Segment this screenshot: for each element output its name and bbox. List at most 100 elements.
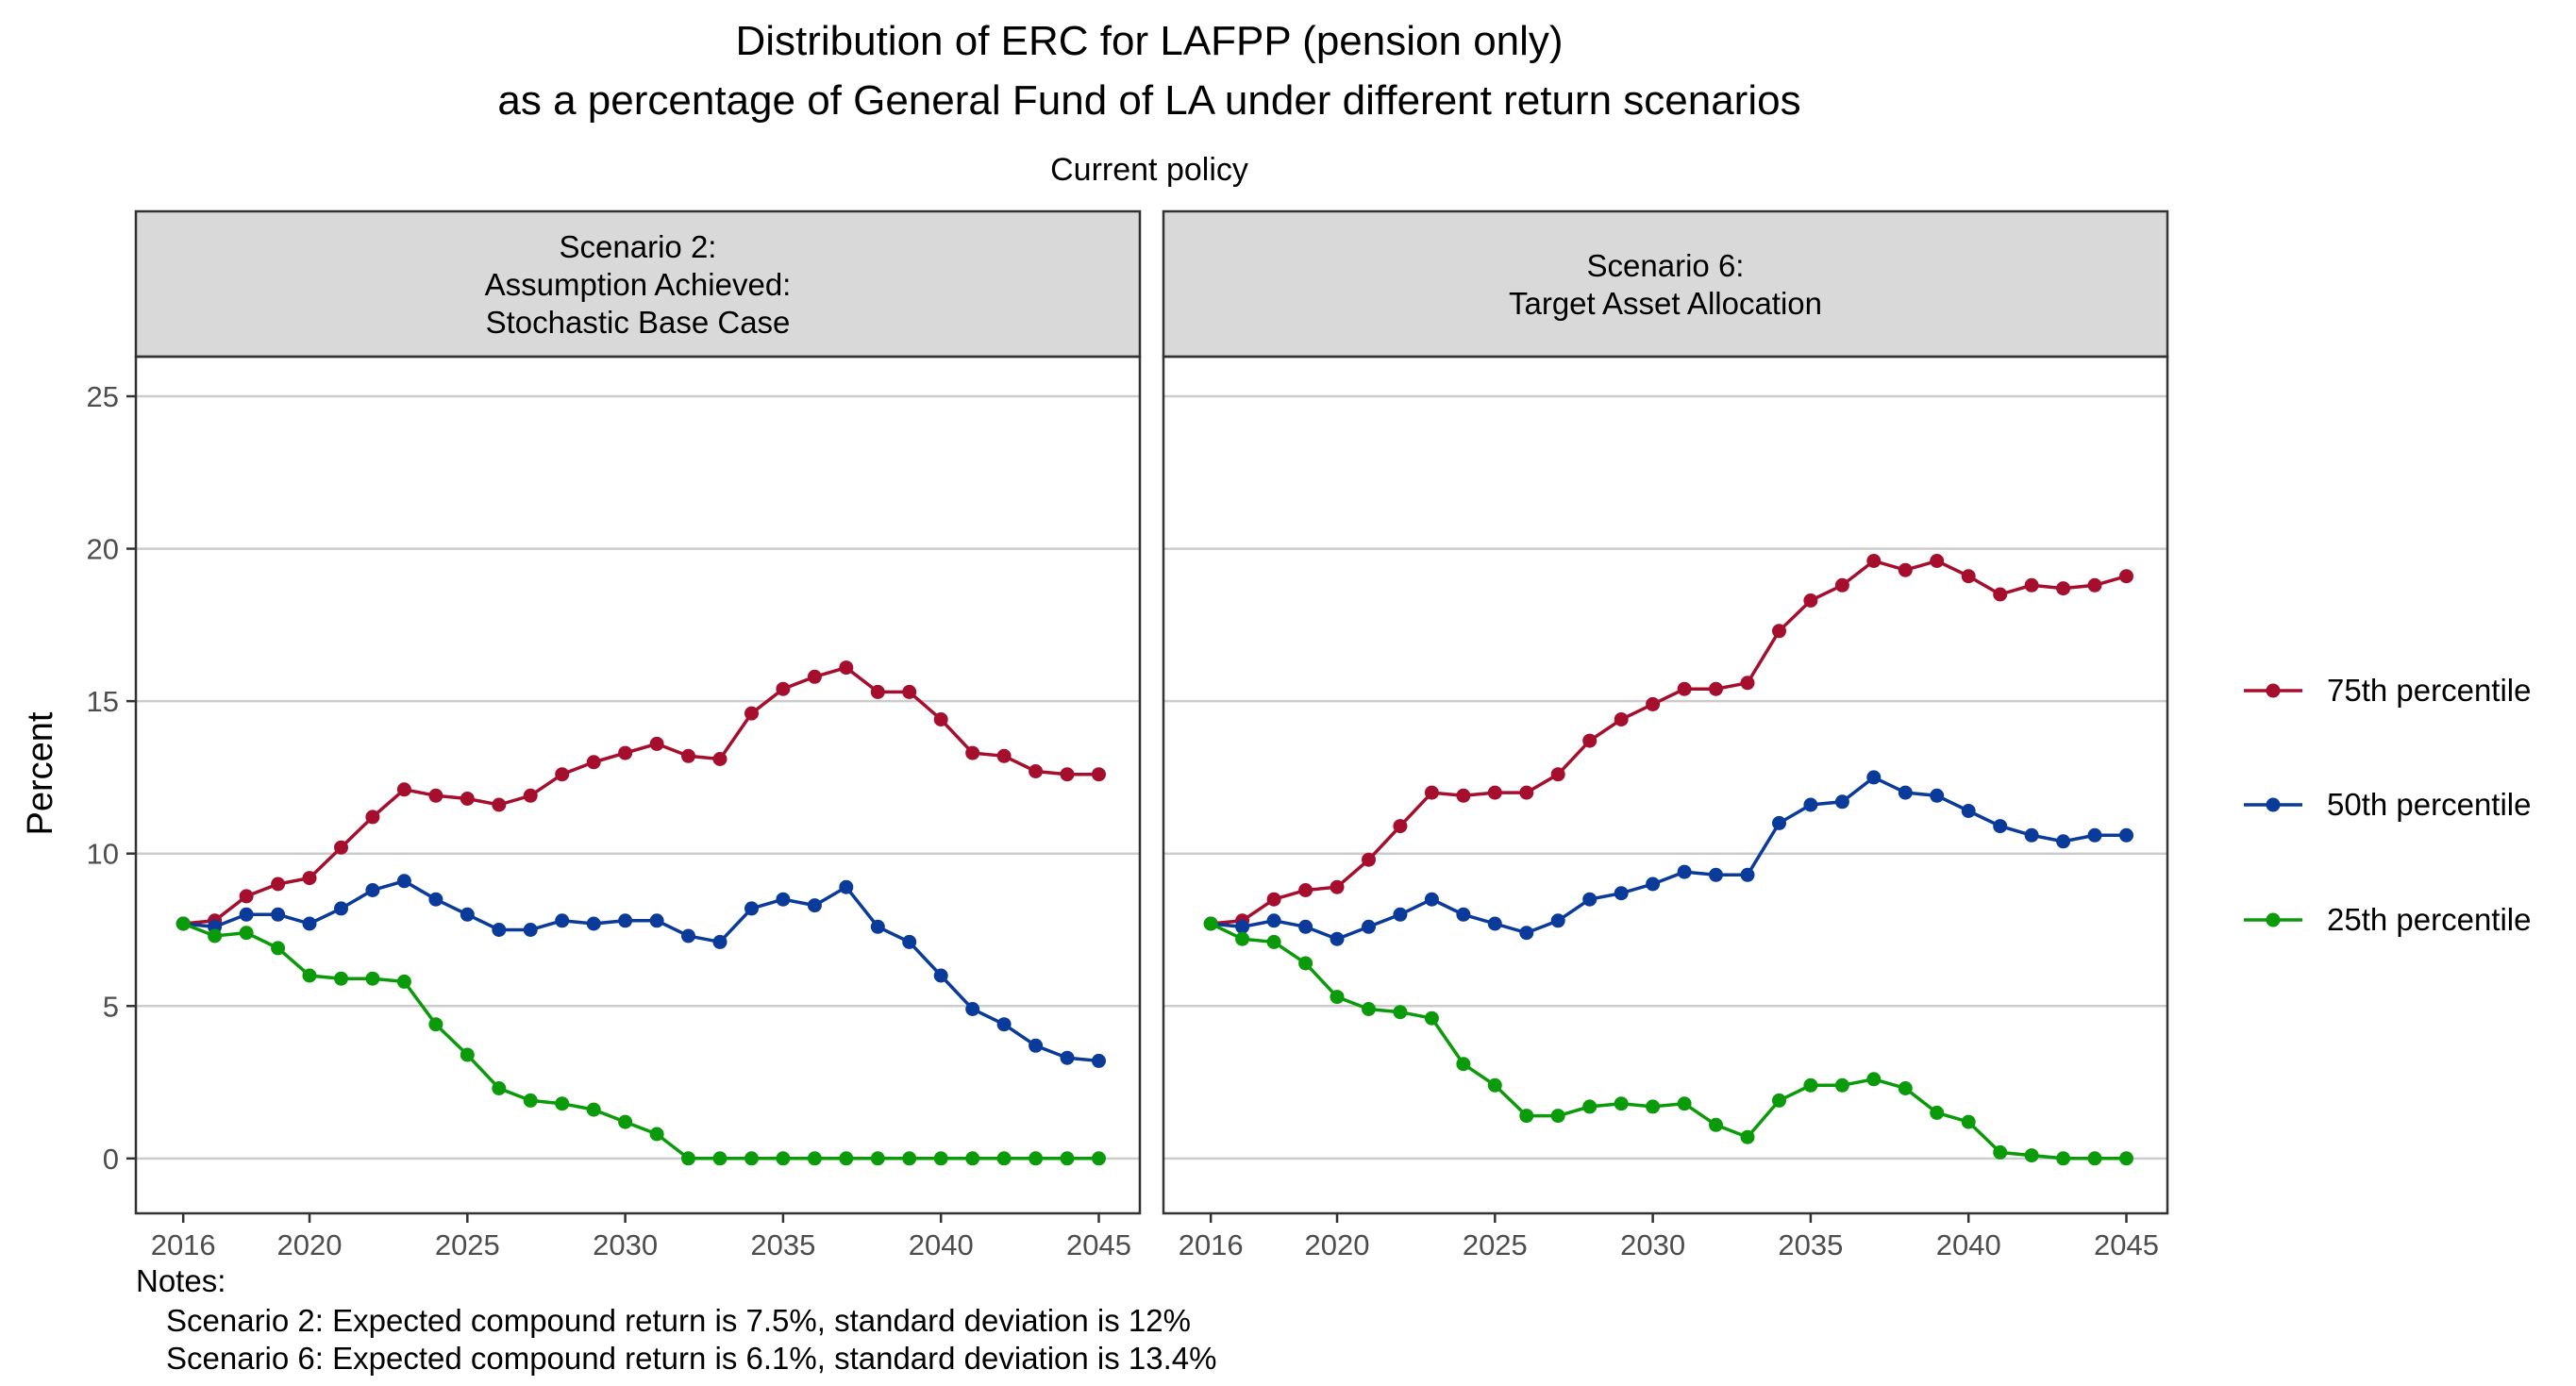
- facet-strip-label: Target Asset Allocation: [1509, 286, 1822, 321]
- data-point-p25: [1266, 934, 1281, 949]
- x-tick-label: 2016: [1179, 1228, 1244, 1261]
- data-point-p75: [2087, 577, 2102, 593]
- data-point-p75: [1266, 892, 1281, 907]
- x-tick-label: 2025: [1463, 1228, 1528, 1261]
- data-point-p75: [1866, 554, 1882, 568]
- legend-label: 75th percentile: [2327, 673, 2531, 708]
- facet-strip-label: Assumption Achieved:: [485, 267, 792, 302]
- data-point-p75: [271, 877, 286, 892]
- facet-strip-bg: [1162, 209, 2169, 359]
- data-point-p75: [1740, 676, 1755, 691]
- data-point-p25: [2056, 1151, 2071, 1166]
- facet-strip-label: Stochastic Base Case: [486, 305, 791, 340]
- data-point-p25: [1898, 1081, 1913, 1095]
- legend-swatch-point: [2266, 683, 2281, 698]
- data-point-p50: [302, 916, 317, 931]
- data-point-p75: [239, 889, 254, 904]
- data-point-p75: [1362, 852, 1376, 867]
- data-point-p75: [1898, 562, 1913, 577]
- data-point-p50: [492, 923, 507, 937]
- data-point-p25: [1203, 916, 1218, 931]
- data-point-p25: [1646, 1099, 1661, 1114]
- data-point-p50: [2056, 834, 2071, 849]
- data-point-p50: [933, 968, 948, 983]
- notes: Notes: Scenario 2: Expected compound retu…: [136, 1263, 1217, 1376]
- x-tick-label: 2040: [909, 1228, 974, 1261]
- data-point-p50: [1709, 867, 1723, 882]
- data-point-p25: [807, 1151, 822, 1166]
- data-point-p25: [586, 1102, 601, 1117]
- x-tick-label: 2030: [593, 1228, 658, 1261]
- data-point-p50: [555, 913, 570, 928]
- y-tick-label: 20: [87, 533, 119, 566]
- data-point-p75: [807, 669, 822, 684]
- data-point-p25: [933, 1151, 948, 1166]
- data-point-p50: [1550, 913, 1565, 928]
- data-point-p25: [1060, 1151, 1075, 1166]
- series-line-p50: [1211, 775, 2127, 942]
- data-point-p75: [302, 871, 317, 886]
- data-point-p25: [208, 928, 223, 943]
- data-point-p75: [2024, 577, 2039, 593]
- data-point-p50: [2087, 827, 2102, 843]
- data-point-p75: [1298, 883, 1313, 897]
- data-point-p50: [839, 879, 854, 894]
- data-point-p25: [776, 1151, 791, 1166]
- data-point-p50: [1266, 913, 1281, 928]
- data-point-p25: [1362, 1002, 1376, 1016]
- data-point-p25: [1330, 990, 1345, 1005]
- x-tick-label: 2016: [151, 1228, 216, 1261]
- facet-panel-2: Scenario 6:Target Asset Allocation 2016 20…: [1162, 209, 2169, 1261]
- data-point-p25: [1866, 1072, 1882, 1087]
- data-point-p75: [839, 660, 854, 676]
- x-tick-label: 2020: [1305, 1228, 1370, 1261]
- data-point-p50: [1772, 815, 1786, 830]
- data-point-p25: [1582, 1099, 1597, 1114]
- notes-heading: Notes:: [136, 1263, 226, 1298]
- data-point-p25: [839, 1151, 854, 1166]
- facet-strip-label: Scenario 6:: [1587, 248, 1745, 283]
- data-point-p75: [1646, 696, 1661, 711]
- data-point-p75: [1519, 785, 1534, 800]
- data-point-p50: [1866, 770, 1882, 785]
- x-tick-label: 2035: [1778, 1228, 1843, 1261]
- data-point-p25: [870, 1151, 885, 1166]
- data-point-p50: [996, 1017, 1012, 1032]
- data-point-p50: [1834, 794, 1849, 810]
- data-point-p25: [618, 1114, 633, 1129]
- data-point-p25: [1393, 1005, 1408, 1020]
- data-point-p75: [1961, 569, 1976, 584]
- data-point-p25: [365, 971, 380, 986]
- data-point-p25: [902, 1151, 917, 1166]
- x-tick-label: 2020: [277, 1228, 343, 1261]
- data-point-p75: [1803, 593, 1818, 608]
- data-point-p75: [1456, 788, 1471, 803]
- data-point-p50: [586, 916, 601, 931]
- data-point-p75: [365, 810, 380, 825]
- data-point-p50: [1456, 907, 1471, 922]
- data-point-p50: [1330, 931, 1345, 946]
- data-point-p25: [996, 1151, 1012, 1166]
- data-point-p75: [649, 736, 664, 751]
- data-point-p25: [176, 916, 191, 931]
- data-point-p75: [1029, 764, 1044, 778]
- data-point-p50: [618, 913, 633, 928]
- panel-border: [1162, 355, 2169, 1215]
- data-point-p75: [1330, 879, 1345, 894]
- data-point-p25: [1803, 1077, 1818, 1093]
- data-point-p75: [334, 840, 348, 855]
- legend-label: 50th percentile: [2327, 787, 2531, 822]
- data-point-p50: [428, 892, 443, 907]
- data-point-p50: [681, 928, 695, 943]
- x-tick-label: 2040: [1936, 1228, 2001, 1261]
- data-point-p25: [1993, 1144, 2008, 1160]
- y-tick-label: 25: [87, 380, 119, 413]
- data-point-p75: [744, 706, 759, 721]
- data-point-p25: [460, 1047, 475, 1062]
- x-tick-label: 2030: [1620, 1228, 1685, 1261]
- data-point-p25: [239, 926, 254, 941]
- data-point-p25: [396, 974, 411, 989]
- legend-item-p75: 75th percentile: [2244, 673, 2531, 708]
- data-point-p50: [1519, 926, 1534, 941]
- y-tick-label: 5: [103, 990, 119, 1023]
